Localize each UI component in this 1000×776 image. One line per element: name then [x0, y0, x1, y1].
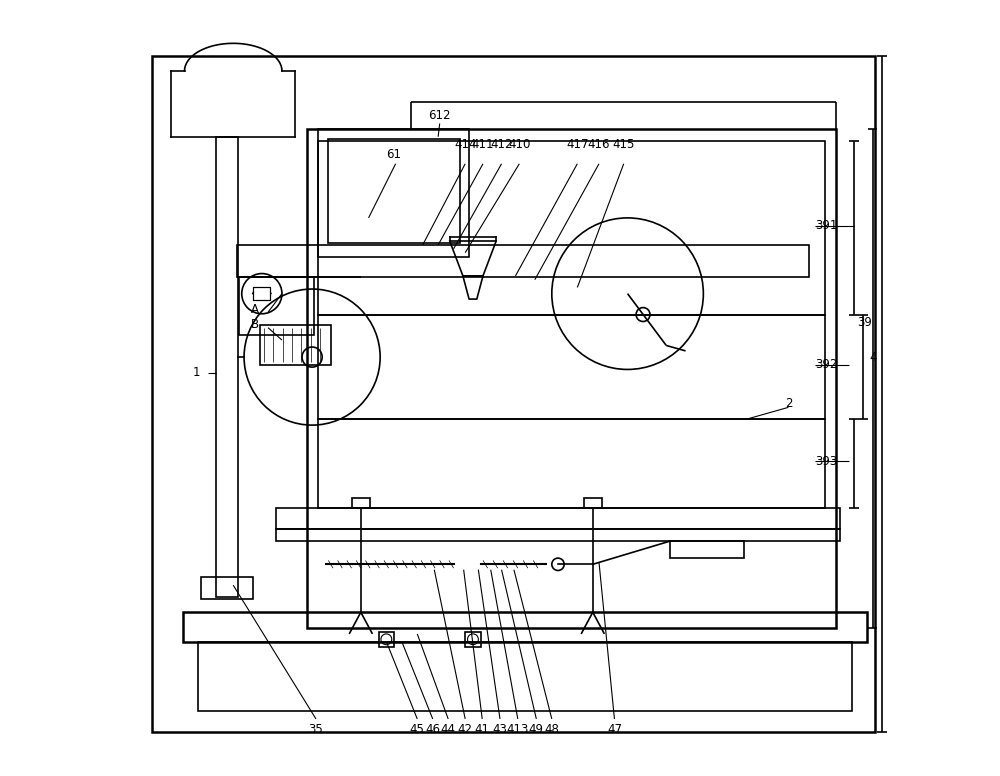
Text: 35: 35 [309, 723, 323, 736]
Bar [318, 129, 469, 257]
Bar [352, 497, 370, 508]
Text: 43: 43 [493, 723, 507, 736]
Bar [253, 287, 270, 300]
Bar [318, 419, 825, 508]
Text: 61: 61 [386, 148, 401, 161]
Bar [239, 278, 314, 335]
Bar [201, 577, 253, 599]
Bar [670, 541, 744, 558]
Text: 1: 1 [193, 366, 201, 379]
Text: 417: 417 [566, 138, 589, 151]
Bar [465, 632, 481, 647]
Bar [328, 139, 460, 244]
Bar [237, 245, 809, 278]
Text: 45: 45 [410, 723, 425, 736]
Text: 612: 612 [428, 109, 451, 123]
Bar [198, 642, 852, 712]
Bar [253, 287, 270, 300]
Bar [379, 632, 394, 647]
Bar [318, 314, 825, 419]
Bar [307, 129, 836, 628]
Text: 41: 41 [475, 723, 490, 736]
Text: 47: 47 [607, 723, 622, 736]
Text: B: B [251, 318, 259, 331]
Bar [276, 529, 840, 541]
Text: 413: 413 [507, 723, 529, 736]
Text: 46: 46 [425, 723, 440, 736]
Text: 416: 416 [588, 138, 610, 151]
Text: 410: 410 [508, 138, 531, 151]
Text: 415: 415 [613, 138, 635, 151]
Bar [318, 140, 825, 314]
Text: 42: 42 [458, 723, 473, 736]
Text: 2: 2 [785, 397, 792, 410]
Text: 4: 4 [870, 351, 877, 364]
Text: 39: 39 [857, 316, 872, 329]
Text: 414: 414 [454, 138, 476, 151]
Text: 49: 49 [529, 723, 544, 736]
Text: 393: 393 [815, 455, 838, 468]
Text: 392: 392 [815, 359, 838, 371]
Bar [152, 56, 875, 732]
Text: 48: 48 [544, 723, 559, 736]
Bar [260, 324, 331, 365]
Text: A: A [251, 303, 259, 316]
Bar [216, 137, 238, 597]
Text: 411: 411 [472, 138, 494, 151]
Text: 412: 412 [490, 138, 513, 151]
Bar [584, 497, 602, 508]
Bar [276, 508, 840, 529]
Text: 391: 391 [815, 219, 838, 232]
Text: 44: 44 [441, 723, 456, 736]
Bar [183, 612, 867, 642]
